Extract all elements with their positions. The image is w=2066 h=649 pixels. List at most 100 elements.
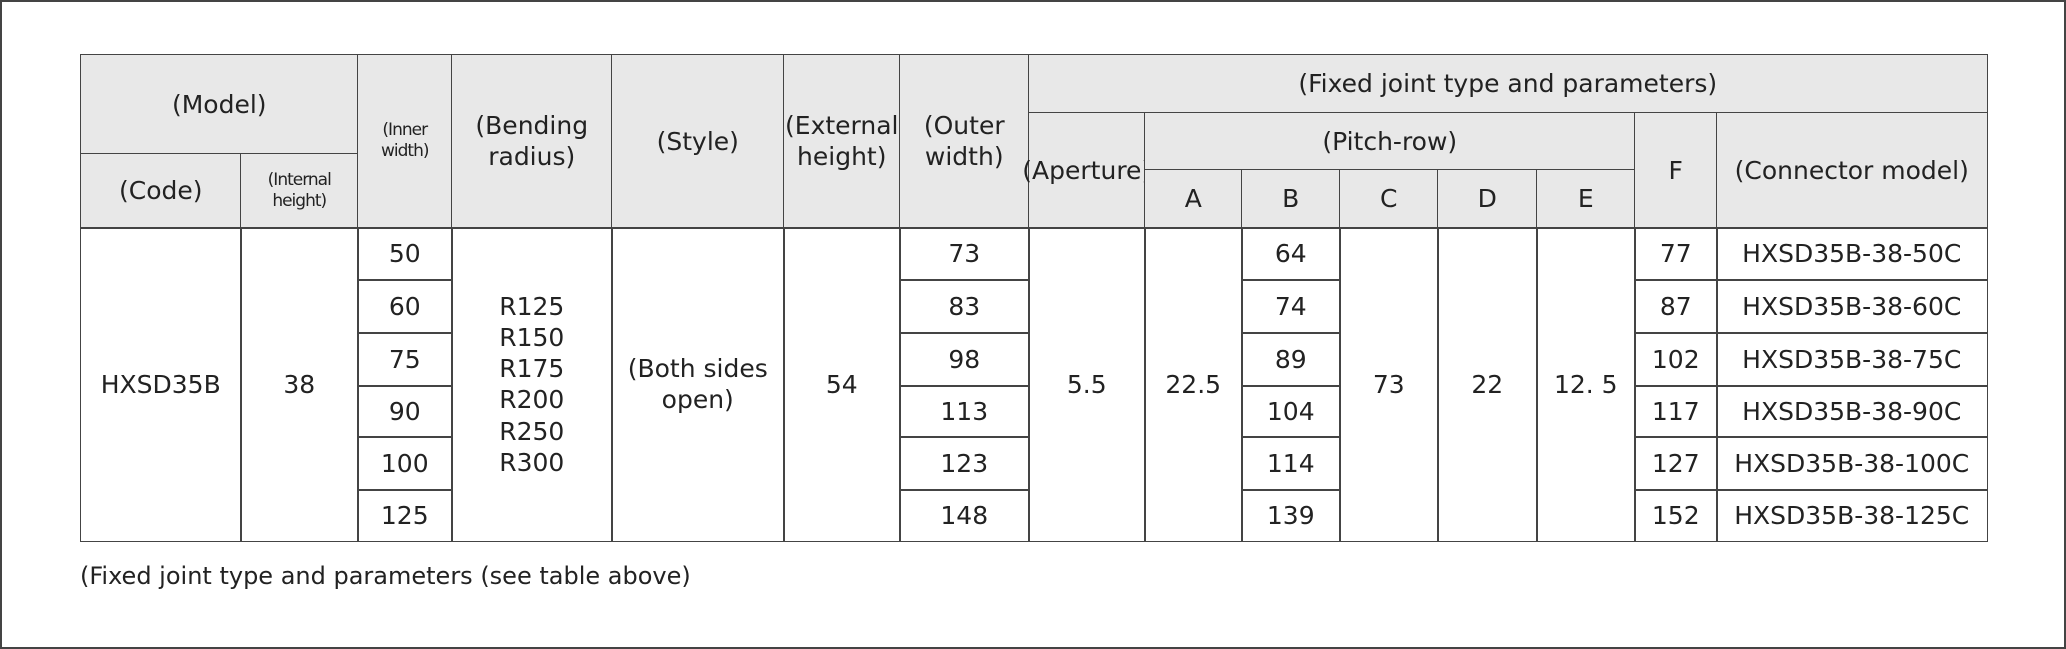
body-cell: HXSD35B-38-125C	[1716, 489, 1988, 542]
cell-text: 139	[1266, 500, 1315, 530]
header-cell: (Aperture)	[1022, 112, 1151, 229]
body-cell: 123	[899, 436, 1030, 491]
cell-text: 98	[948, 344, 981, 374]
cell-text: HXSD35B-38-50C	[1742, 239, 1962, 269]
cell-text: 38	[283, 369, 316, 399]
cell-text: 148	[940, 500, 989, 530]
cell-text: HXSD35B-38-60C	[1742, 291, 1962, 321]
footnote: (Fixed joint type and parameters (see ta…	[80, 562, 691, 590]
cell-text: 100	[380, 448, 429, 478]
cell-text: (Pitch-row)	[1322, 126, 1458, 156]
cell-text: B	[1282, 184, 1300, 214]
body-cell: HXSD35B	[80, 227, 242, 542]
header-cell: (Pitch-row)	[1144, 112, 1636, 171]
cell-text: 60	[388, 291, 421, 321]
cell-text: 73	[948, 239, 981, 269]
cell-text: (Style)	[656, 126, 739, 156]
header-cell: F	[1634, 112, 1718, 229]
cell-text: C	[1380, 184, 1398, 214]
body-cell: 83	[899, 279, 1030, 334]
body-cell: (Both sides open)	[611, 227, 785, 542]
body-cell: 104	[1241, 385, 1341, 438]
body-cell: 54	[783, 227, 901, 542]
body-cell: 77	[1634, 227, 1718, 281]
body-cell: 89	[1241, 332, 1341, 387]
cell-text: 102	[1651, 344, 1700, 374]
body-cell: 75	[357, 332, 453, 387]
cell-text: R150	[499, 322, 565, 352]
cell-text: (Aperture)	[1022, 155, 1152, 185]
body-cell: 90	[357, 385, 453, 438]
cell-text: 125	[380, 500, 429, 530]
header-cell: D	[1437, 169, 1538, 229]
cell-text: F	[1668, 155, 1683, 185]
header-cell: E	[1536, 169, 1636, 229]
cell-text: (Both sides open)	[627, 354, 768, 415]
cell-text: (Code)	[118, 176, 203, 206]
body-cell: 5.5	[1028, 227, 1146, 542]
body-cell: 22.5	[1144, 227, 1243, 542]
cell-text: R125	[499, 291, 565, 321]
header-cell: B	[1241, 169, 1341, 229]
body-cell: HXSD35B-38-75C	[1716, 332, 1988, 387]
cell-text: 75	[388, 344, 421, 374]
cell-text: (Model)	[171, 89, 267, 119]
cell-text: 22.5	[1165, 369, 1222, 399]
cell-text: D	[1477, 184, 1497, 214]
body-cell: 127	[1634, 436, 1718, 491]
cell-text: 22	[1471, 369, 1504, 399]
header-cell: (Style)	[611, 54, 785, 229]
cell-text: R175	[499, 354, 565, 383]
body-cell: 73	[899, 227, 1030, 281]
cell-text: 12. 5	[1553, 369, 1618, 399]
cell-text: 74	[1274, 291, 1307, 321]
cell-text: (Inner width)	[381, 120, 429, 162]
cell-text: HXSD35B-38-100C	[1734, 448, 1970, 478]
header-cell: A	[1144, 169, 1243, 229]
body-cell: 60	[357, 279, 453, 334]
body-cell: 125	[357, 489, 453, 542]
cell-text: (Internal height)	[267, 169, 332, 211]
cell-text: HXSD35B	[100, 369, 221, 399]
header-cell: (Internal height)	[240, 153, 359, 229]
cell-text: 73	[1372, 369, 1405, 399]
body-cell: 139	[1241, 489, 1341, 542]
body-cell: 38	[240, 227, 359, 542]
cell-text: 114	[1266, 448, 1315, 478]
cell-text: 127	[1651, 448, 1700, 478]
cell-text: (External height)	[785, 111, 899, 172]
body-cell: 113	[899, 385, 1030, 438]
body-cell: 64	[1241, 227, 1341, 281]
cell-text: (Fixed joint type and parameters)	[1298, 69, 1718, 99]
header-cell: (Fixed joint type and parameters)	[1028, 54, 1988, 114]
cell-text: 83	[948, 291, 981, 321]
cell-text: E	[1577, 184, 1594, 214]
cell-text: 113	[940, 396, 989, 426]
cell-text: R250	[499, 416, 565, 446]
header-cell: C	[1339, 169, 1439, 229]
body-cell: HXSD35B-38-90C	[1716, 385, 1988, 438]
cell-text: 90	[388, 396, 421, 426]
cell-text: 50	[388, 239, 421, 269]
body-cell: 148	[899, 489, 1030, 542]
cell-text: (Connector model)	[1734, 155, 1969, 185]
body-cell: 74	[1241, 279, 1341, 334]
body-cell: 73	[1339, 227, 1439, 542]
body-cell: 152	[1634, 489, 1718, 542]
cell-text: R200	[499, 385, 565, 415]
cell-text: A	[1184, 184, 1202, 214]
body-cell: 87	[1634, 279, 1718, 334]
cell-text: 77	[1659, 239, 1692, 269]
body-cell: HXSD35B-38-100C	[1716, 436, 1988, 491]
cell-text: 54	[825, 369, 858, 399]
body-cell: 117	[1634, 385, 1718, 438]
body-cell: 50	[357, 227, 453, 281]
header-cell: (External height)	[783, 54, 901, 229]
header-cell: (Bending radius)	[451, 54, 613, 229]
cell-text: 117	[1651, 396, 1700, 426]
header-cell: (Connector model)	[1716, 112, 1988, 229]
cell-text: HXSD35B-38-90C	[1742, 396, 1962, 426]
body-cell: HXSD35B-38-60C	[1716, 279, 1988, 334]
cell-text: R300	[499, 447, 565, 477]
